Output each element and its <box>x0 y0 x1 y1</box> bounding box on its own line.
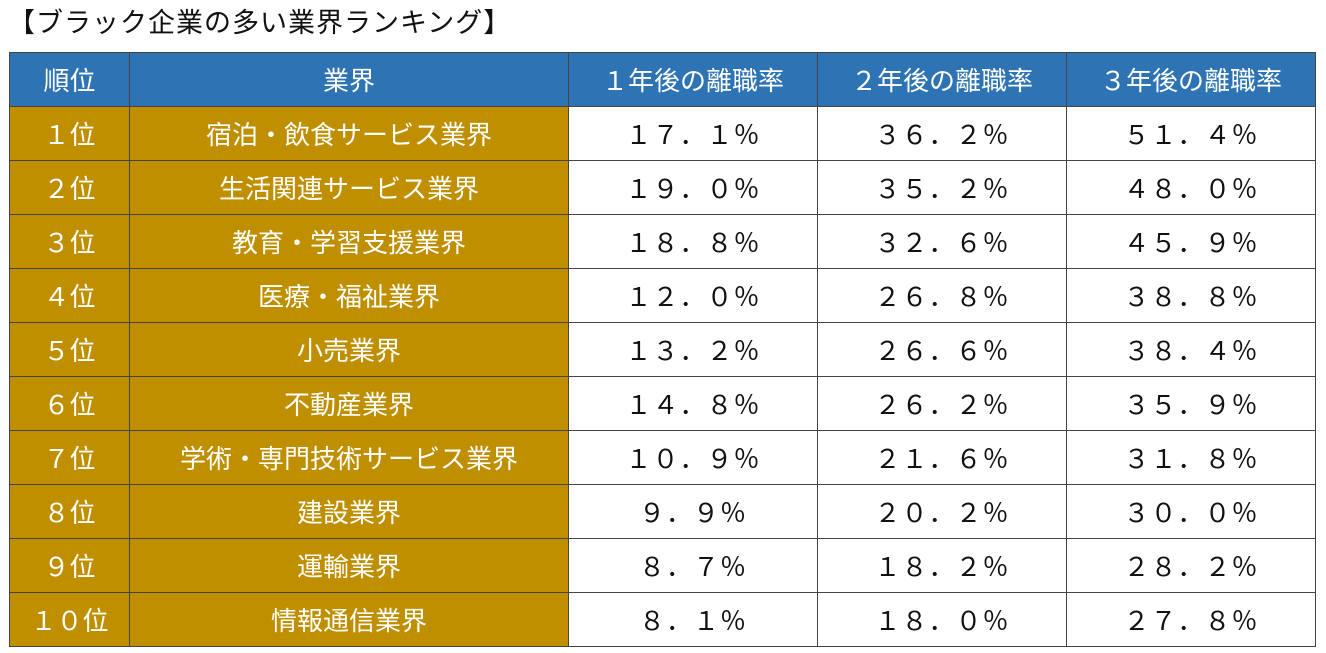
header-year2-rate: ２年後の離職率 <box>817 52 1067 107</box>
table-row: ２位 生活関連サービス業界 １９．０％ ３５．２％ ４８．０％ <box>9 160 1316 215</box>
table-row: ５位 小売業界 １３．２％ ２６．６％ ３８．４％ <box>9 322 1316 377</box>
industry-cell: 宿泊・飲食サービス業界 <box>129 106 569 161</box>
year3-rate-cell: ５１．４％ <box>1066 106 1316 161</box>
year1-rate-cell: １８．８％ <box>568 214 818 269</box>
rank-cell: １位 <box>9 106 130 161</box>
table-header-row: 順位 業界 １年後の離職率 ２年後の離職率 ３年後の離職率 <box>9 52 1316 107</box>
year2-rate-cell: ２１．６％ <box>817 430 1067 485</box>
year1-rate-cell: １７．１％ <box>568 106 818 161</box>
year2-rate-cell: １８．０％ <box>817 592 1067 647</box>
table-row: ７位 学術・専門技術サービス業界 １０．９％ ２１．６％ ３１．８％ <box>9 430 1316 485</box>
year2-rate-cell: ２６．６％ <box>817 322 1067 377</box>
year2-rate-cell: ３２．６％ <box>817 214 1067 269</box>
rank-cell: ７位 <box>9 430 130 485</box>
year2-rate-cell: ２０．２％ <box>817 484 1067 539</box>
rank-cell: ５位 <box>9 322 130 377</box>
rank-cell: ９位 <box>9 538 130 593</box>
year3-rate-cell: ３１．８％ <box>1066 430 1316 485</box>
year1-rate-cell: ８．７％ <box>568 538 818 593</box>
table-row: ６位 不動産業界 １４．８％ ２６．２％ ３５．９％ <box>9 376 1316 431</box>
industry-cell: 不動産業界 <box>129 376 569 431</box>
year3-rate-cell: ２７．８％ <box>1066 592 1316 647</box>
page-title: 【ブラック企業の多い業界ランキング】 <box>8 8 512 39</box>
table-row: ４位 医療・福祉業界 １２．０％ ２６．８％ ３８．８％ <box>9 268 1316 323</box>
rank-cell: ２位 <box>9 160 130 215</box>
table-row: １位 宿泊・飲食サービス業界 １７．１％ ３６．２％ ５１．４％ <box>9 106 1316 161</box>
year2-rate-cell: ２６．８％ <box>817 268 1067 323</box>
industry-cell: 小売業界 <box>129 322 569 377</box>
year1-rate-cell: １０．９％ <box>568 430 818 485</box>
header-year1-rate: １年後の離職率 <box>568 52 818 107</box>
industry-cell: 教育・学習支援業界 <box>129 214 569 269</box>
year1-rate-cell: ８．１％ <box>568 592 818 647</box>
header-year3-rate: ３年後の離職率 <box>1066 52 1316 107</box>
rank-cell: ３位 <box>9 214 130 269</box>
ranking-table: 順位 業界 １年後の離職率 ２年後の離職率 ３年後の離職率 １位 宿泊・飲食サー… <box>9 52 1316 647</box>
year1-rate-cell: １９．０％ <box>568 160 818 215</box>
year2-rate-cell: ３５．２％ <box>817 160 1067 215</box>
industry-cell: 医療・福祉業界 <box>129 268 569 323</box>
header-rank: 順位 <box>9 52 130 107</box>
year3-rate-cell: ３８．４％ <box>1066 322 1316 377</box>
year1-rate-cell: １３．２％ <box>568 322 818 377</box>
year1-rate-cell: １４．８％ <box>568 376 818 431</box>
header-industry: 業界 <box>129 52 569 107</box>
table-row: １０位 情報通信業界 ８．１％ １８．０％ ２７．８％ <box>9 592 1316 647</box>
industry-cell: 建設業界 <box>129 484 569 539</box>
rank-cell: ４位 <box>9 268 130 323</box>
year1-rate-cell: １２．０％ <box>568 268 818 323</box>
industry-cell: 情報通信業界 <box>129 592 569 647</box>
industry-cell: 生活関連サービス業界 <box>129 160 569 215</box>
table-row: ３位 教育・学習支援業界 １８．８％ ３２．６％ ４５．９％ <box>9 214 1316 269</box>
year3-rate-cell: ３０．０％ <box>1066 484 1316 539</box>
year3-rate-cell: ４８．０％ <box>1066 160 1316 215</box>
year1-rate-cell: ９．９％ <box>568 484 818 539</box>
year2-rate-cell: ３６．２％ <box>817 106 1067 161</box>
table-row: ９位 運輸業界 ８．７％ １８．２％ ２８．２％ <box>9 538 1316 593</box>
year2-rate-cell: １８．２％ <box>817 538 1067 593</box>
year2-rate-cell: ２６．２％ <box>817 376 1067 431</box>
year3-rate-cell: ３５．９％ <box>1066 376 1316 431</box>
rank-cell: １０位 <box>9 592 130 647</box>
year3-rate-cell: ４５．９％ <box>1066 214 1316 269</box>
rank-cell: ８位 <box>9 484 130 539</box>
year3-rate-cell: ２８．２％ <box>1066 538 1316 593</box>
table-row: ８位 建設業界 ９．９％ ２０．２％ ３０．０％ <box>9 484 1316 539</box>
industry-cell: 学術・専門技術サービス業界 <box>129 430 569 485</box>
year3-rate-cell: ３８．８％ <box>1066 268 1316 323</box>
industry-cell: 運輸業界 <box>129 538 569 593</box>
rank-cell: ６位 <box>9 376 130 431</box>
